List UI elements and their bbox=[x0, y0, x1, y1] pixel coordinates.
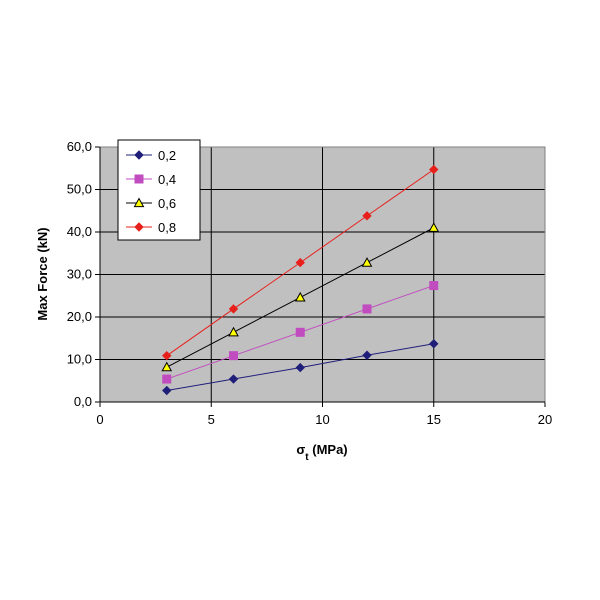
data-point bbox=[362, 211, 372, 221]
series-2 bbox=[161, 222, 440, 372]
legend-marker bbox=[134, 222, 144, 232]
y-axis-title: Max Force (kN) bbox=[35, 227, 50, 320]
data-point bbox=[228, 304, 239, 314]
y-tick-label: 50,0 bbox=[67, 182, 92, 197]
y-tick-label: 0,0 bbox=[74, 394, 92, 409]
legend-label: 0,8 bbox=[158, 220, 176, 235]
data-point bbox=[429, 164, 439, 175]
legend-label: 0,4 bbox=[158, 172, 176, 187]
legend-label: 0,6 bbox=[158, 196, 176, 211]
x-axis-title-main: σ bbox=[296, 442, 305, 457]
data-point bbox=[295, 257, 305, 268]
data-point bbox=[228, 326, 239, 337]
x-tick-label: 15 bbox=[427, 412, 441, 427]
x-tick-label: 5 bbox=[208, 412, 215, 427]
data-point bbox=[294, 291, 306, 302]
data-point bbox=[228, 374, 239, 384]
y-tick-label: 20,0 bbox=[67, 309, 92, 324]
x-axis-title-sub: t bbox=[305, 452, 309, 463]
series-layer bbox=[161, 164, 440, 396]
series-3 bbox=[162, 164, 439, 361]
legend: 0,2 0,4 0,6 0,8 bbox=[117, 139, 201, 241]
series-1 bbox=[162, 281, 439, 384]
data-point bbox=[361, 257, 373, 267]
x-axis-title: σt (MPa) bbox=[296, 442, 347, 463]
y-tick-label: 40,0 bbox=[67, 224, 92, 239]
data-point bbox=[162, 350, 172, 361]
data-point bbox=[295, 327, 305, 337]
legend-marker bbox=[133, 197, 145, 208]
legend-box bbox=[117, 139, 201, 241]
tick-labels: 0,0 10,0 20,0 30,0 40,0 50,0 60,0 0 5 10 15 20 bbox=[67, 139, 553, 427]
legend-marker bbox=[134, 174, 144, 184]
series-0 bbox=[162, 339, 439, 396]
data-point bbox=[229, 351, 238, 361]
data-point bbox=[161, 361, 173, 372]
data-point bbox=[162, 374, 172, 384]
data-point bbox=[362, 350, 372, 360]
x-axis-title-rest: (MPa) bbox=[309, 442, 348, 457]
x-tick-label: 20 bbox=[538, 412, 552, 427]
y-tick-label: 60,0 bbox=[67, 139, 92, 154]
data-point bbox=[429, 339, 439, 349]
legend-label: 0,2 bbox=[158, 148, 176, 163]
x-tick-label: 0 bbox=[96, 412, 103, 427]
x-tick-label: 10 bbox=[315, 412, 329, 427]
y-tick-label: 10,0 bbox=[67, 352, 92, 367]
data-point bbox=[428, 222, 440, 232]
axes bbox=[95, 146, 546, 407]
data-point bbox=[429, 281, 439, 291]
y-tick-label: 30,0 bbox=[67, 267, 92, 282]
data-point bbox=[362, 304, 372, 314]
legend-marker bbox=[134, 150, 144, 160]
data-point bbox=[295, 362, 305, 373]
data-point bbox=[162, 385, 172, 396]
